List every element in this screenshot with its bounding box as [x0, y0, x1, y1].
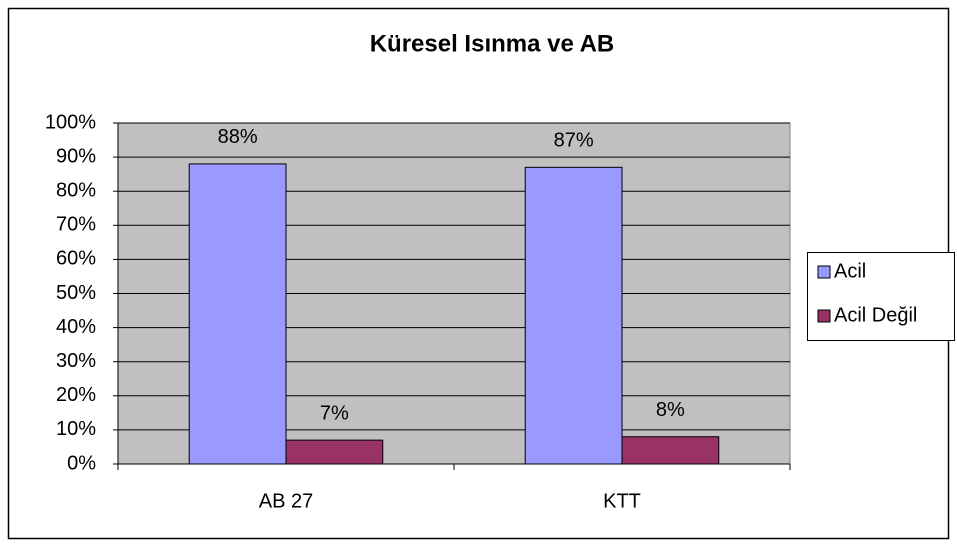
- x-tick-label: KTT: [603, 490, 641, 512]
- y-tick-label: 60%: [56, 248, 96, 270]
- chart-title: Küresel Isınma ve AB: [370, 30, 615, 57]
- legend-box: [807, 252, 955, 341]
- legend-label: Acil Değil: [834, 304, 917, 326]
- data-label: 8%: [656, 399, 685, 421]
- data-label: 7%: [320, 402, 349, 424]
- y-tick-label: 100%: [45, 111, 96, 133]
- legend-swatch: [817, 265, 831, 279]
- bar: [285, 439, 384, 465]
- y-tick-label: 20%: [56, 384, 96, 406]
- y-tick-label: 40%: [56, 316, 96, 338]
- bar: [621, 436, 720, 465]
- y-tick-label: 90%: [56, 145, 96, 167]
- bar: [188, 163, 287, 465]
- y-tick-label: 0%: [67, 452, 96, 474]
- y-tick-label: 80%: [56, 179, 96, 201]
- y-tick-label: 10%: [56, 418, 96, 440]
- x-tick-label: AB 27: [259, 490, 313, 512]
- bar: [524, 166, 623, 465]
- y-tick-label: 70%: [56, 214, 96, 236]
- data-label: 88%: [218, 126, 258, 148]
- y-tick-label: 50%: [56, 282, 96, 304]
- legend-swatch: [817, 309, 831, 323]
- legend-label: Acil: [834, 260, 866, 282]
- y-tick-label: 30%: [56, 350, 96, 372]
- data-label: 87%: [554, 130, 594, 152]
